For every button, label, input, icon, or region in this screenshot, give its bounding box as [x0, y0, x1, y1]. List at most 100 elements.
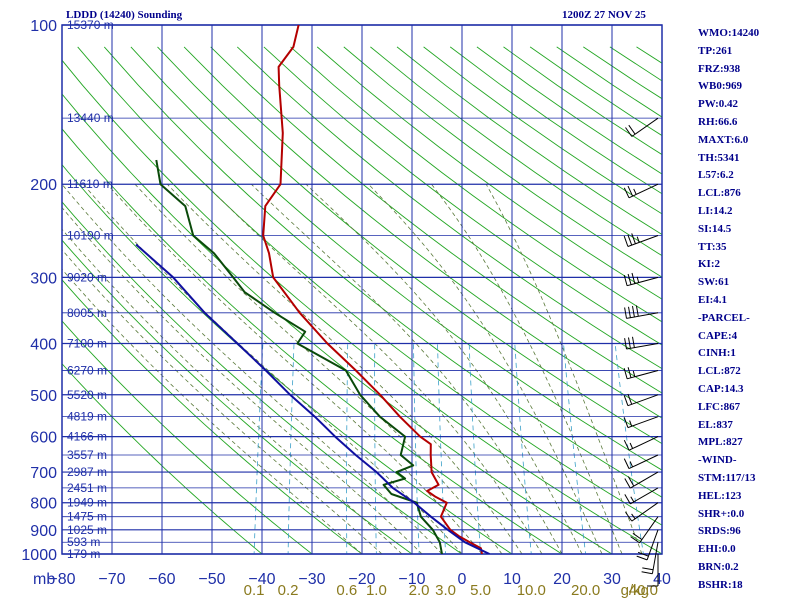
temperature-tick-label: −50	[198, 571, 225, 588]
wind-barb-staff	[627, 416, 659, 429]
pressure-tick-label: 700	[30, 465, 57, 482]
dry-adiabat-line	[77, 46, 662, 526]
index-item: KI:2	[698, 258, 720, 271]
wind-barb-feather	[631, 272, 636, 284]
wind-barb	[624, 471, 659, 489]
temperature-tick-label: −10	[398, 571, 425, 588]
wind-barb-feather	[625, 511, 633, 522]
wind-barb-feather	[627, 367, 632, 378]
wind-barb-feather	[623, 274, 628, 286]
height-label: 4166 m	[67, 430, 107, 444]
wind-barb-staff	[639, 516, 659, 544]
dry-adiabat-line	[62, 239, 413, 554]
pressure-unit-label: mb	[33, 571, 55, 588]
wind-barb-feather	[623, 235, 629, 247]
temperature-tick-label: 20	[553, 571, 571, 588]
dry-adiabat-line	[62, 93, 613, 554]
wind-barb	[624, 305, 659, 319]
height-label: 4819 m	[67, 410, 107, 424]
station-title: LDDD (14240) Sounding	[66, 9, 183, 21]
mixing-ratio-tick-label: 0.6	[336, 582, 357, 599]
moist-adiabat-line	[82, 183, 463, 554]
height-label: 10190 m	[67, 229, 114, 243]
mixing-ratio-unit-label: g/kg	[621, 582, 649, 599]
temperature-tick-label: 30	[603, 571, 621, 588]
index-item: LI:14.2	[698, 204, 733, 217]
dry-adiabat-line	[290, 46, 662, 323]
wind-barb	[623, 367, 659, 380]
wind-barb	[623, 454, 659, 470]
dry-adiabat-line	[62, 128, 563, 554]
wind-barb-staff	[630, 487, 659, 505]
wind-barb-feather	[627, 476, 635, 487]
height-label: 593 m	[67, 535, 100, 549]
height-label: 3557 m	[67, 448, 107, 462]
wind-barb-feather	[627, 393, 633, 405]
wind-barb-feather	[627, 273, 632, 285]
index-item: TP:261	[698, 44, 733, 57]
wind-barb-feather	[623, 417, 629, 428]
mixing-ratio-tick-label: 0.2	[278, 582, 299, 599]
index-item: TT:35	[698, 240, 727, 253]
mixing-ratio-tick-label: 3.0	[435, 582, 456, 599]
index-item: EL:837	[698, 418, 733, 431]
pressure-tick-label: 500	[30, 388, 57, 405]
index-item: STM:117/13	[698, 471, 756, 484]
mixing-ratio-tick-label: 10.0	[517, 582, 546, 599]
wind-barb-staff	[627, 235, 659, 247]
dry-adiabat-line	[210, 46, 662, 394]
pressure-tick-label: 1000	[21, 547, 57, 564]
wind-barb-half-feather	[636, 276, 640, 283]
wind-barb-half-feather	[632, 370, 636, 377]
temperature-tick-label: −60	[148, 571, 175, 588]
wind-barb	[623, 233, 659, 247]
pressure-tick-label: 400	[30, 337, 57, 354]
wind-barb	[624, 487, 659, 505]
mixing-ratio-tick-label: 20.0	[571, 582, 600, 599]
wind-barb-feather	[631, 233, 636, 244]
index-item: L57:6.2	[698, 169, 734, 182]
pressure-tick-label: 800	[30, 496, 57, 513]
mixing-ratio-line	[437, 343, 447, 554]
index-item: MPL:827	[698, 436, 743, 449]
moist-adiabat-line	[485, 184, 643, 554]
dry-adiabat-line	[62, 279, 363, 554]
wind-barb	[623, 183, 659, 199]
height-label: 13440 m	[67, 111, 114, 125]
pressure-tick-label: 200	[30, 177, 57, 194]
temperature-labels: −80 −70 −60 −50 −40 −30 −20 −10 0 10 20 30 40	[48, 571, 671, 588]
pressure-tick-label: 100	[30, 18, 57, 35]
mixing-ratio-line	[287, 343, 295, 554]
dry-adiabat-line	[370, 46, 662, 257]
index-item: TH:5341	[698, 151, 740, 164]
dry-adiabat-line	[316, 46, 662, 300]
height-labels: 15370 m 13440 m 11610 m 10190 m 9020 m 8005 m…	[67, 18, 114, 561]
index-item: PW:0.42	[698, 98, 739, 111]
sounding-profiles	[135, 25, 490, 554]
pressure-tick-label: 600	[30, 430, 57, 447]
mixing-ratio-line	[346, 343, 349, 554]
wind-barbs	[623, 117, 659, 587]
wind-barb-half-feather	[631, 513, 636, 520]
index-item: LFC:867	[698, 400, 741, 413]
index-item: SI:14.5	[698, 222, 732, 235]
index-item: RH:66.6	[698, 115, 738, 128]
dry-adiabat-line	[103, 46, 662, 498]
wind-barb-feather	[637, 551, 649, 557]
index-item: -PARCEL-	[698, 311, 750, 324]
sounding-time: 1200Z 27 NOV 25	[562, 9, 646, 21]
index-item: CINH:1	[698, 347, 736, 360]
wind-barb-half-feather	[636, 236, 640, 243]
dry-adiabat-line	[263, 46, 662, 346]
wind-barb-staff	[628, 183, 659, 199]
stability-indices-list: WMO:14240 TP:261 FRZ:938 WB0:969 PW:0.42 RH:6…	[698, 25, 759, 595]
height-label: 1025 m	[67, 523, 107, 537]
wind-barb-staff	[651, 542, 659, 574]
height-label: 15370 m	[67, 18, 114, 32]
height-label: 5520 m	[67, 388, 107, 402]
pressure-labels: 100 200 300 400 500 600 700 800 900 1000	[21, 18, 57, 564]
wind-barb	[623, 393, 659, 407]
wind-barb-feather	[635, 305, 639, 317]
